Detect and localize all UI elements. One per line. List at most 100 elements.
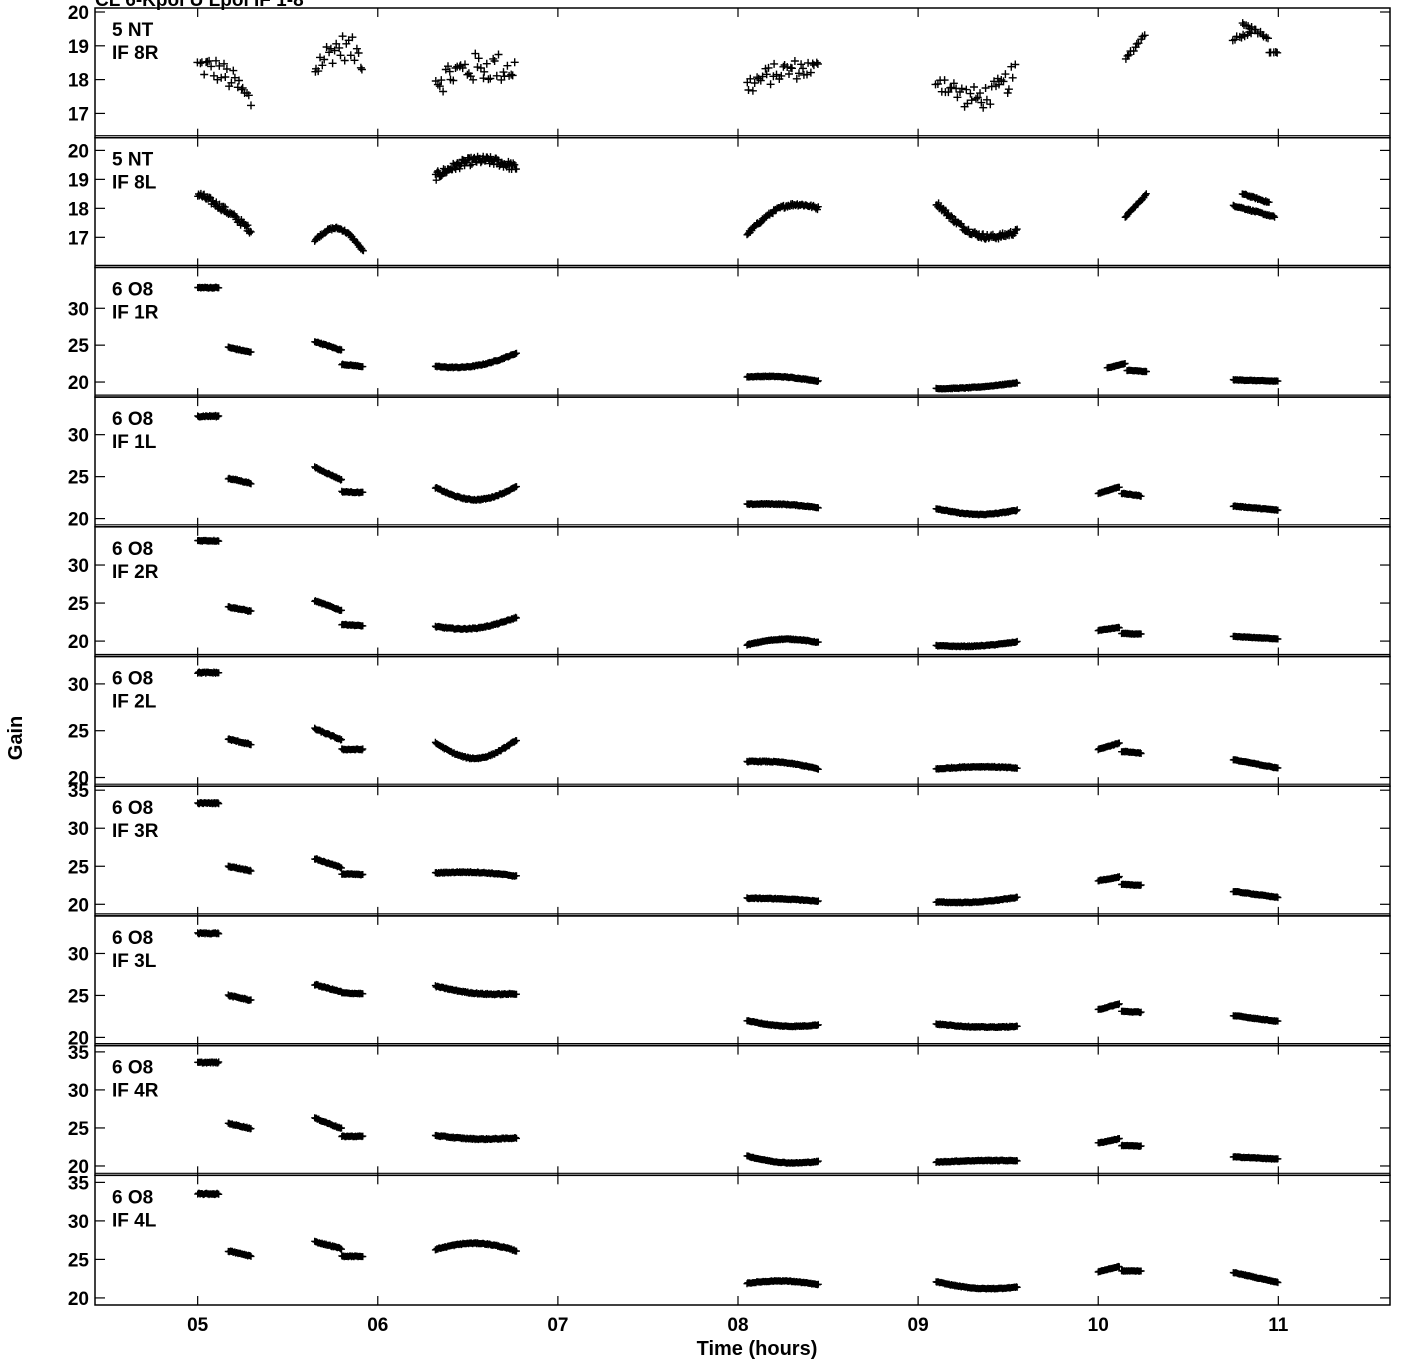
- data-point: [986, 100, 995, 109]
- data-point: [332, 39, 341, 48]
- data-point: [352, 44, 361, 53]
- data-point: [949, 79, 958, 88]
- data-point: [814, 377, 822, 385]
- data-point: [1012, 226, 1020, 234]
- data-point: [235, 76, 243, 85]
- data-point: [981, 84, 990, 92]
- data-point: [966, 89, 975, 98]
- data-point: [813, 60, 822, 68]
- data-point: [803, 70, 811, 79]
- panel-label-if: IF 3R: [112, 821, 159, 842]
- data-point: [785, 70, 793, 78]
- data-point: [439, 87, 448, 96]
- data-point: [1013, 225, 1021, 233]
- data-point: [196, 59, 205, 68]
- data-point: [814, 504, 822, 512]
- data-point: [799, 64, 807, 73]
- panel-label-if: IF 1L: [112, 432, 157, 453]
- panel-label-if: IF 2R: [112, 562, 159, 583]
- chart-header: CL 6-Kpol U Lpol IF 1-8: [95, 0, 304, 11]
- data-point: [976, 89, 984, 98]
- panel-label-if: IF 8L: [112, 173, 157, 194]
- data-point: [513, 349, 520, 357]
- data-point: [336, 51, 345, 60]
- y-tick-label: 20: [68, 1289, 89, 1310]
- y-tick-label: 25: [68, 1250, 90, 1271]
- data-point: [1273, 48, 1282, 57]
- data-point: [433, 80, 442, 89]
- y-tick-label: 20: [68, 373, 89, 394]
- y-tick-label: 25: [68, 336, 90, 357]
- data-point: [956, 88, 964, 96]
- data-point: [437, 76, 446, 85]
- data-point: [965, 225, 972, 233]
- data-point: [1123, 51, 1132, 60]
- y-tick-label: 19: [68, 37, 89, 58]
- data-point: [1265, 198, 1273, 206]
- y-tick-label: 19: [68, 170, 89, 191]
- y-tick-label: 17: [68, 104, 89, 125]
- data-point: [244, 91, 253, 100]
- data-point: [513, 483, 520, 491]
- data-point: [1004, 85, 1013, 94]
- data-point: [346, 51, 355, 60]
- y-tick-label: 18: [68, 71, 89, 92]
- data-point: [445, 67, 454, 76]
- data-point: [356, 63, 365, 72]
- data-point: [209, 71, 218, 80]
- data-point: [967, 96, 976, 105]
- data-point: [499, 68, 508, 77]
- data-point: [359, 363, 367, 371]
- data-point: [314, 67, 323, 76]
- data-point: [473, 63, 482, 72]
- data-point: [982, 95, 991, 104]
- data-point: [247, 348, 255, 356]
- data-point: [795, 69, 803, 78]
- data-point: [792, 74, 801, 83]
- data-point: [995, 80, 1003, 89]
- data-point: [963, 99, 972, 108]
- panel-label-station: 5 NT: [112, 150, 154, 171]
- data-point: [503, 61, 512, 70]
- data-point: [338, 32, 347, 41]
- data-point: [354, 49, 363, 57]
- data-point: [330, 46, 339, 55]
- y-tick-label: 25: [68, 986, 90, 1007]
- data-point: [345, 229, 353, 237]
- data-point: [970, 83, 978, 91]
- data-point: [508, 71, 517, 80]
- data-point: [435, 82, 444, 91]
- data-point: [1271, 48, 1280, 56]
- data-point: [335, 43, 344, 52]
- data-point: [957, 84, 966, 93]
- data-point: [449, 76, 458, 85]
- data-point: [1142, 191, 1149, 199]
- data-point: [487, 153, 494, 161]
- data-point: [973, 93, 982, 102]
- panel-label-station: 6 O8: [112, 539, 153, 560]
- y-tick-label: 30: [68, 426, 89, 447]
- data-point: [1013, 379, 1021, 387]
- data-point: [1008, 73, 1017, 82]
- data-point: [468, 160, 476, 168]
- y-tick-label: 30: [68, 675, 89, 696]
- data-point: [507, 70, 516, 79]
- data-point: [942, 206, 950, 214]
- panel-label-station: 6 O8: [112, 409, 153, 430]
- data-point: [463, 158, 471, 166]
- data-point: [207, 62, 216, 71]
- data-point: [215, 284, 223, 292]
- data-point: [1143, 368, 1150, 376]
- data-point: [350, 56, 359, 65]
- data-point: [340, 56, 349, 65]
- data-point: [1012, 507, 1020, 515]
- panel-label-station: 6 O8: [112, 1058, 153, 1079]
- y-tick-label: 25: [68, 594, 90, 615]
- data-point: [442, 169, 450, 177]
- data-point: [338, 346, 345, 354]
- data-point: [229, 66, 238, 75]
- y-tick-label: 25: [68, 857, 90, 878]
- data-point: [227, 78, 236, 87]
- y-tick-label: 30: [68, 1081, 89, 1102]
- data-point: [484, 75, 493, 84]
